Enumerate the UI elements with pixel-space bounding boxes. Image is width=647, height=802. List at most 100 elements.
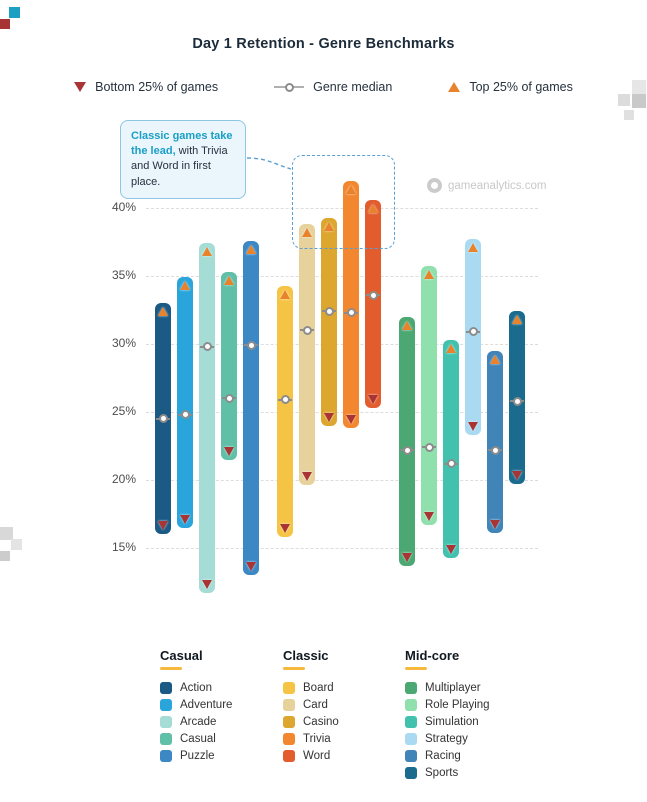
bar-word [365, 199, 381, 408]
legend-median-label: Genre median [313, 80, 393, 94]
annotation-text: with Trivia and Word in first place. [131, 145, 228, 188]
median-marker-icon [468, 327, 478, 337]
bottom-25-marker-icon [280, 524, 290, 534]
legend-label: Racing [425, 750, 461, 762]
legend-item-role-playing: Role Playing [405, 699, 490, 711]
legend-label: Adventure [180, 699, 233, 711]
gridline [146, 548, 538, 549]
legend-label: Sports [425, 767, 459, 779]
bottom-25-marker-icon [446, 544, 456, 554]
legend-item-adventure: Adventure [160, 699, 232, 711]
legend-label: Board [303, 682, 334, 694]
legend-item-trivia: Trivia [283, 733, 339, 745]
y-axis-tick-label: 25% [111, 404, 136, 418]
legend-group-title: Classic [283, 648, 329, 663]
bar-board [277, 285, 293, 538]
legend-item-simulation: Simulation [405, 716, 490, 728]
marker-legend: Bottom 25% of games Genre median Top 25%… [0, 80, 647, 94]
legend-underline [283, 667, 305, 670]
y-axis-tick-label: 15% [111, 540, 136, 554]
legend-underline [160, 667, 182, 670]
legend-underline [405, 667, 427, 670]
pixel-decoration [9, 7, 20, 18]
top-25-marker-icon [158, 307, 168, 317]
legend-swatch [160, 699, 172, 711]
median-marker-icon [402, 445, 412, 455]
median-marker-icon [346, 308, 356, 318]
pixel-decoration [632, 94, 646, 108]
triangle-up-icon [448, 82, 461, 92]
legend-label: Casino [303, 716, 339, 728]
top-25-marker-icon [302, 228, 312, 238]
pixel-decoration [11, 539, 22, 550]
legend-swatch [160, 733, 172, 745]
median-marker-icon [224, 393, 234, 403]
median-marker-icon [512, 396, 522, 406]
legend-label: Strategy [425, 733, 468, 745]
pixel-decoration [0, 19, 10, 29]
bottom-25-marker-icon [246, 562, 256, 572]
bottom-25-marker-icon [512, 471, 522, 481]
legend-label: Trivia [303, 733, 331, 745]
legend-label: Role Playing [425, 699, 490, 711]
watermark: gameanalytics.com [427, 178, 546, 193]
bottom-25-marker-icon [402, 552, 412, 562]
top-25-marker-icon [246, 244, 256, 254]
legend-item-board: Board [283, 682, 339, 694]
legend-swatch [283, 750, 295, 762]
legend-group-casual: Casual Action Adventure Arcade Casual Puzzle [160, 648, 232, 762]
bar-multiplayer [399, 316, 415, 566]
top-25-marker-icon [346, 184, 356, 194]
legend-swatch [283, 716, 295, 728]
median-dot-icon [285, 82, 295, 92]
gridline [146, 276, 538, 277]
legend-item-card: Card [283, 699, 339, 711]
top-25-marker-icon [490, 354, 500, 364]
legend-label: Action [180, 682, 212, 694]
bar-casino [321, 217, 337, 426]
top-25-marker-icon [468, 243, 478, 253]
bar-casual [221, 271, 237, 460]
bottom-25-marker-icon [202, 579, 212, 589]
legend-bottom-25-label: Bottom 25% of games [95, 80, 219, 94]
legend-items: Action Adventure Arcade Casual Puzzle [160, 682, 232, 762]
median-marker-icon [158, 414, 168, 424]
legend-label: Arcade [180, 716, 217, 728]
gridline [146, 412, 538, 413]
legend-group-title: Casual [160, 648, 203, 663]
bottom-25-marker-icon [224, 446, 234, 456]
legend-bottom-25: Bottom 25% of games [74, 80, 218, 94]
legend-items: Multiplayer Role Playing Simulation Strateg… [405, 682, 490, 779]
legend-item-sports: Sports [405, 767, 490, 779]
highlight-region [292, 155, 395, 249]
legend-swatch [405, 716, 417, 728]
median-marker-icon [302, 325, 312, 335]
legend-item-arcade: Arcade [160, 716, 232, 728]
median-marker-icon [202, 342, 212, 352]
annotation-callout: Classic games take the lead, with Trivia… [120, 120, 246, 199]
legend-group-mid-core: Mid-core Multiplayer Role Playing Simulatio… [405, 648, 490, 779]
bar-strategy [465, 239, 481, 436]
median-marker-icon [324, 306, 334, 316]
top-25-marker-icon [402, 320, 412, 330]
pixel-decoration [0, 527, 13, 540]
bar-arcade [199, 243, 215, 593]
median-marker-icon [280, 395, 290, 405]
bottom-25-marker-icon [468, 422, 478, 432]
legend-swatch [160, 716, 172, 728]
chart-title: Day 1 Retention - Genre Benchmarks [192, 36, 455, 52]
bar-racing [487, 350, 503, 534]
gridline [146, 344, 538, 345]
bottom-25-marker-icon [302, 472, 312, 482]
legend-item-puzzle: Puzzle [160, 750, 232, 762]
pixel-decoration [0, 551, 10, 561]
legend-item-action: Action [160, 682, 232, 694]
legend-swatch [405, 767, 417, 779]
legend-label: Word [303, 750, 331, 762]
legend-swatch [405, 699, 417, 711]
legend-label: Card [303, 699, 328, 711]
legend-item-strategy: Strategy [405, 733, 490, 745]
y-axis-tick-label: 20% [111, 472, 136, 486]
legend-swatch [283, 733, 295, 745]
